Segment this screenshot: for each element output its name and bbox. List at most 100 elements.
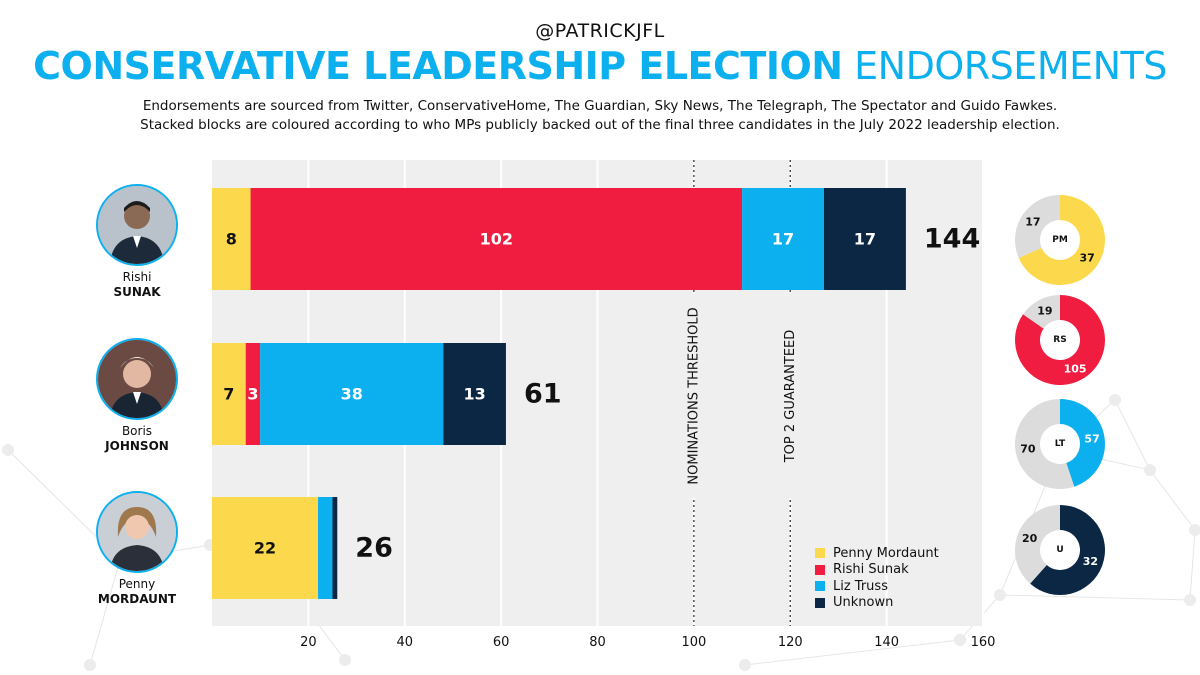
legend-item: Rishi Sunak [815,562,939,579]
donut-center-label: PM [1052,235,1068,245]
x-tick-label: 100 [681,635,706,650]
network-link [1189,529,1196,601]
bar-segment [260,343,444,445]
candidate-last-name: MORDAUNT [97,592,177,606]
legend-swatch [815,564,825,575]
x-tick-label: 140 [874,635,899,650]
x-tick-label: 80 [589,635,606,650]
candidate-first-name: Boris [121,424,153,438]
donut-other-value: 19 [1037,305,1052,318]
network-link [744,639,961,666]
donut-other-slice [1014,505,1060,584]
bar-segment [742,188,824,290]
person-portrait-icon [98,340,176,418]
candidate-last-name: SUNAK [113,285,161,299]
donut-other-slice [1023,295,1060,329]
x-tick-label: 40 [396,635,413,650]
donut-other-value: 20 [1022,532,1038,545]
network-node [2,444,14,456]
network-node [1189,524,1200,536]
reference-label-bg [684,294,703,498]
bar-segment [212,343,246,445]
bar-segment [823,188,906,290]
bar-total-label: 61 [524,379,562,410]
donut-highlight-slice [1060,399,1105,487]
legend-item: Penny Mordaunt [815,545,939,562]
legend-item: Liz Truss [815,578,939,595]
donut-highlight-value: 105 [1064,362,1087,375]
network-link [89,559,121,666]
bar-segment [443,343,506,445]
title-light: ENDORSEMENTS [854,44,1167,88]
subtitle-line-1: Endorsements are sourced from Twitter, C… [142,98,1058,114]
avatar [96,338,178,420]
avatar [96,184,178,266]
avatar [96,491,178,573]
bar-segment [212,188,251,290]
bar-segment-label: 13 [463,385,485,404]
network-node [739,659,751,671]
bar-segment [212,497,319,599]
donut-hole [1041,321,1079,359]
legend-label: Penny Mordaunt [833,545,939,561]
network-node [1184,594,1196,606]
bar-segment-label: 17 [772,230,794,249]
bar-total-label: 26 [355,533,393,564]
network-node [1144,464,1156,476]
bar-segment [245,343,261,445]
network-link [1114,399,1151,471]
person-portrait-icon [98,186,176,264]
donut-hole [1041,531,1079,569]
subtitle-line-2: Stacked blocks are coloured according to… [140,117,1060,133]
bar-segment-label: 102 [480,230,513,249]
bar-segment-label: 7 [223,385,234,404]
donut-center-label: RS [1053,335,1066,345]
x-tick-label: 60 [493,635,510,650]
candidate-last-name: JOHNSON [105,439,169,453]
legend-swatch [815,548,825,559]
bar-segment-label: 8 [226,230,237,249]
reference-label-bg [781,294,800,498]
donut-center-label: U [1056,545,1063,555]
donut-highlight-value: 32 [1083,555,1098,568]
page-title: CONSERVATIVE LEADERSHIP ELECTION ENDORSE… [0,44,1200,88]
legend-label: Unknown [833,595,894,611]
donut-center-label: LT [1055,439,1066,449]
network-node [84,659,96,671]
network-link [999,594,1191,601]
bar-segment-label: 17 [854,230,876,249]
donut-highlight-slice [1018,195,1106,285]
person-portrait-icon [98,493,176,571]
reference-line-label: NOMINATIONS THRESHOLD [686,307,701,484]
bar-total-label: 144 [924,224,980,255]
bar-segment [318,497,333,599]
legend-item: Unknown [815,595,939,612]
donut-hole [1041,221,1079,259]
candidate-johnson: Boris JOHNSON [92,338,182,454]
candidate-first-name: Rishi [122,270,152,284]
bar-segment [332,497,338,599]
network-node [339,654,351,666]
legend-swatch [815,581,825,592]
donut-other-value: 70 [1020,443,1036,456]
chart-legend: Penny Mordaunt Rishi Sunak Liz Truss Unk… [815,545,939,611]
reference-line-label: TOP 2 GUARANTEED [783,330,798,464]
x-tick-label: 160 [971,635,996,650]
candidate-mordaunt: Penny MORDAUNT [92,491,182,607]
legend-label: Liz Truss [833,578,888,594]
network-node [954,634,966,646]
x-tick-label: 20 [300,635,317,650]
x-tick-label: 120 [778,635,803,650]
donut-hole [1041,425,1079,463]
candidate-sunak: Rishi SUNAK [92,184,182,300]
donut-other-slice [1015,195,1060,258]
bar-segment-label: 38 [341,385,363,404]
legend-label: Rishi Sunak [833,562,909,578]
bar-segment [250,188,743,290]
donut-other-value: 17 [1025,216,1040,229]
bar-segment-label: 3 [247,385,258,404]
bar-segment-label: 22 [254,539,276,558]
network-node [1109,394,1121,406]
candidate-first-name: Penny [118,577,156,591]
donut-highlight-slice [1015,295,1105,385]
